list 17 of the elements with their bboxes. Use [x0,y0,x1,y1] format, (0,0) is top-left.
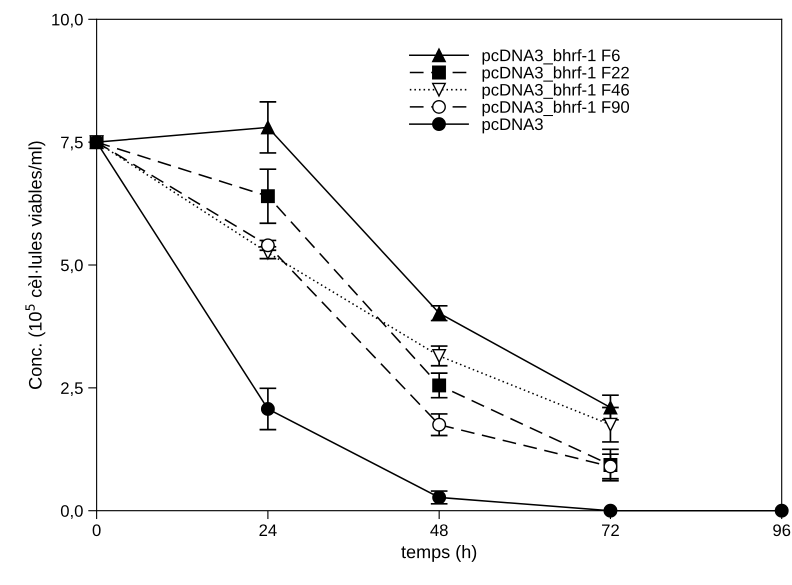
y-tick-label: 7,5 [61,136,83,150]
legend-label: pcDNA3_bhrf-1 F22 [482,66,629,82]
x-tick-label: 72 [602,524,619,536]
y-tick-label: 2,5 [61,382,83,396]
y-tick-label: 0,0 [60,505,83,519]
y-tick-label: 5,0 [60,259,83,274]
legend-label: pcDNA3 [482,118,543,134]
x-tick-label: 96 [773,524,790,536]
x-tick-label: 0 [92,524,101,536]
x-tick-label: 24 [259,524,277,536]
x-axis-title: temps (h) [401,544,476,562]
y-axis-title: Conc. (10$^{5}$ cèl·lules viables/ml) [25,141,46,389]
y-tick-label: 10,0 [52,14,83,28]
legend-label: pcDNA3_bhrf-1 F46 [482,83,629,99]
legend-label: pcDNA3_bhrf-1 F6 [482,49,620,65]
legend-label: pcDNA3_bhrf-1 F90 [482,100,630,116]
x-tick-label: 48 [430,524,448,536]
